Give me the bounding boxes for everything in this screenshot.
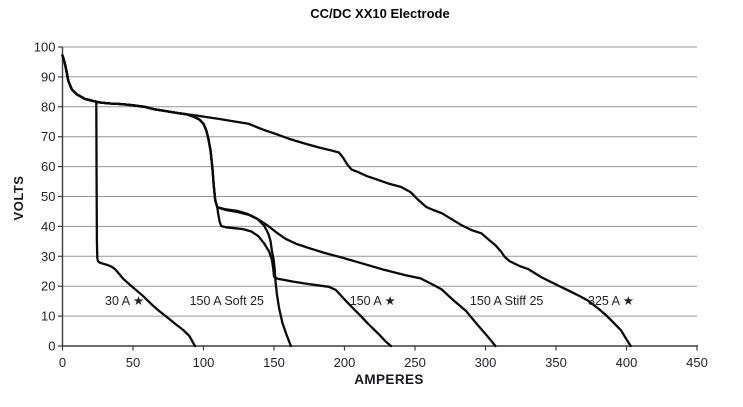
x-tick-label-400: 400: [616, 355, 638, 370]
x-tick-label-150: 150: [263, 355, 285, 370]
chart-title: CC/DC XX10 Electrode: [310, 6, 450, 21]
x-tick-label-200: 200: [334, 355, 356, 370]
x-tick-label-300: 300: [475, 355, 497, 370]
x-tick-label-0: 0: [59, 355, 66, 370]
y-tick-label-30: 30: [41, 249, 55, 264]
y-tick-label-70: 70: [41, 129, 55, 144]
y-tick-label-50: 50: [41, 189, 55, 204]
x-axis-title: AMPERES: [354, 372, 424, 387]
curve-label: 325 A ★: [588, 294, 634, 308]
y-tick-label-40: 40: [41, 219, 55, 234]
curve-label: 150 A ★: [350, 294, 396, 308]
x-tick-label-100: 100: [193, 355, 215, 370]
curve-label: 150 A Stiff 25: [470, 294, 543, 308]
x-tick-label-250: 250: [404, 355, 426, 370]
y-tick-label-20: 20: [41, 279, 55, 294]
x-tick-label-350: 350: [545, 355, 567, 370]
y-tick-label-90: 90: [41, 69, 55, 84]
y-tick-label-10: 10: [41, 309, 55, 324]
x-tick-label-450: 450: [686, 355, 708, 370]
curve-label: 150 A Soft 25: [190, 294, 264, 308]
curve-325-a: [61, 54, 632, 348]
y-tick-label-60: 60: [41, 159, 55, 174]
y-tick-label-0: 0: [48, 339, 55, 354]
curve-label: 30 A ★: [105, 294, 144, 308]
y-tick-label-80: 80: [41, 99, 55, 114]
x-tick-label-50: 50: [126, 355, 140, 370]
y-tick-label-100: 100: [34, 40, 56, 55]
